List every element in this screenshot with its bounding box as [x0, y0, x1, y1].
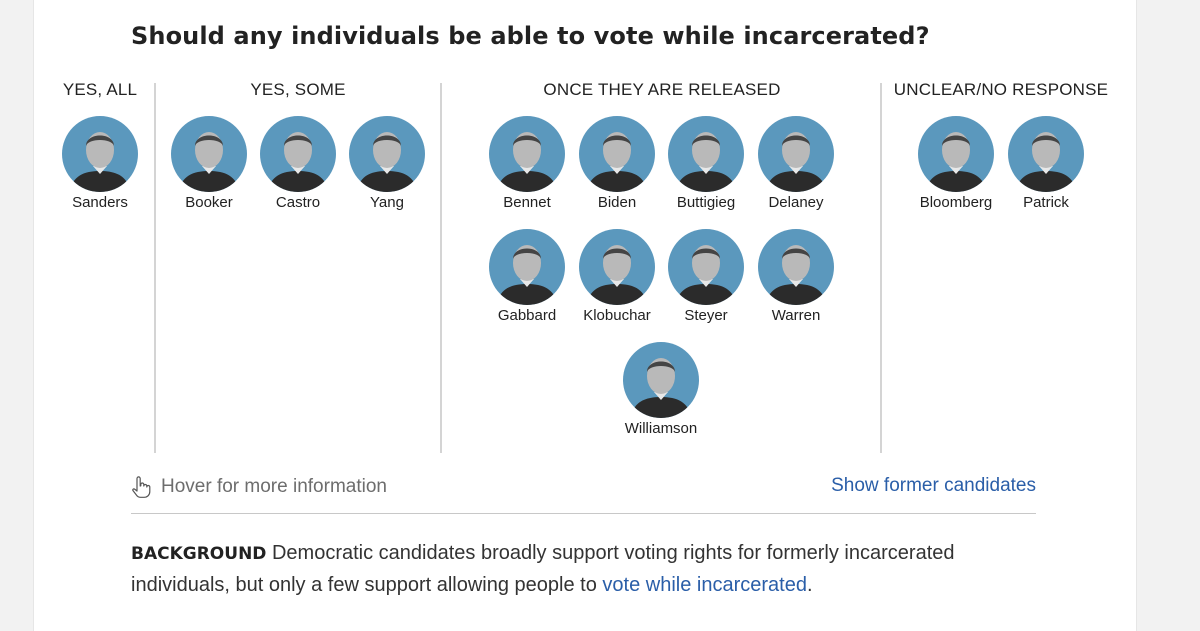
candidate-name: Williamson: [624, 420, 698, 437]
candidate-name: Bennet: [503, 194, 551, 211]
vote-while-incarcerated-link[interactable]: vote while incarcerated: [602, 574, 807, 596]
portrait-silhouette: [497, 132, 557, 192]
candidate-castro[interactable]: Castro: [243, 116, 353, 216]
column-divider: [880, 83, 882, 453]
candidate-photo: [489, 229, 565, 305]
candidate-name: Steyer: [684, 307, 728, 324]
portrait-silhouette: [587, 245, 647, 305]
candidate-delaney[interactable]: Delaney: [741, 116, 851, 216]
candidate-gabbard[interactable]: Gabbard: [472, 229, 582, 329]
portrait-silhouette: [70, 132, 130, 192]
candidate-photo: [623, 342, 699, 418]
show-former-candidates-link[interactable]: Show former candidates: [831, 475, 1036, 496]
portrait-silhouette: [357, 132, 417, 192]
column-heading-once-released: ONCE THEY ARE RELEASED: [543, 80, 781, 99]
portrait-silhouette: [268, 132, 328, 192]
candidate-name: Bloomberg: [919, 194, 993, 211]
portrait-silhouette: [766, 132, 826, 192]
column-heading-yes-all: YES, ALL: [62, 80, 138, 99]
column-divider: [154, 83, 156, 453]
background-text: Democratic candidates broadly support vo…: [131, 542, 955, 596]
candidate-photo: [1008, 116, 1084, 192]
portrait-silhouette: [676, 245, 736, 305]
candidate-photo: [260, 116, 336, 192]
candidate-photo: [758, 229, 834, 305]
portrait-silhouette: [676, 132, 736, 192]
candidate-name: Gabbard: [497, 307, 557, 324]
candidate-bennet[interactable]: Bennet: [472, 116, 582, 216]
candidate-name: Patrick: [1023, 194, 1069, 211]
candidate-bloomberg[interactable]: Bloomberg: [901, 116, 1011, 216]
candidate-sanders[interactable]: Sanders: [45, 116, 155, 216]
background-text-end: .: [806, 574, 813, 596]
candidate-photo: [668, 229, 744, 305]
candidate-name: Klobuchar: [583, 307, 651, 324]
background-label: BACKGROUND: [131, 544, 267, 564]
candidate-name: Warren: [771, 307, 821, 324]
candidate-klobuchar[interactable]: Klobuchar: [562, 229, 672, 329]
column-heading-yes-some: YES, SOME: [250, 80, 346, 99]
divider-rule: [131, 513, 1036, 514]
candidate-name: Delaney: [768, 194, 824, 211]
portrait-silhouette: [926, 132, 986, 192]
portrait-silhouette: [179, 132, 239, 192]
candidate-photo: [668, 116, 744, 192]
candidate-name: Biden: [597, 194, 637, 211]
candidate-photo: [758, 116, 834, 192]
candidate-photo: [579, 116, 655, 192]
portrait-silhouette: [587, 132, 647, 192]
candidate-name: Sanders: [72, 194, 128, 211]
candidate-williamson[interactable]: Williamson: [606, 342, 716, 442]
candidate-photo: [579, 229, 655, 305]
candidate-steyer[interactable]: Steyer: [651, 229, 761, 329]
candidate-patrick[interactable]: Patrick: [991, 116, 1101, 216]
page-title: Should any individuals be able to vote w…: [131, 22, 930, 50]
candidate-name: Castro: [275, 194, 321, 211]
portrait-silhouette: [766, 245, 826, 305]
hover-hint: Hover for more information: [131, 474, 387, 500]
candidate-name: Yang: [370, 194, 404, 211]
pointer-hand-icon: [132, 476, 151, 498]
content-card: [33, 0, 1137, 631]
hover-hint-text: Hover for more information: [161, 476, 387, 497]
candidate-name: Booker: [185, 194, 233, 211]
candidate-booker[interactable]: Booker: [154, 116, 264, 216]
portrait-silhouette: [497, 245, 557, 305]
candidate-photo: [489, 116, 565, 192]
column-heading-unclear: UNCLEAR/NO RESPONSE: [893, 80, 1109, 99]
portrait-silhouette: [1016, 132, 1076, 192]
candidate-yang[interactable]: Yang: [332, 116, 442, 216]
candidate-photo: [918, 116, 994, 192]
column-divider: [440, 83, 442, 453]
candidate-warren[interactable]: Warren: [741, 229, 851, 329]
candidate-name: Buttigieg: [676, 194, 736, 211]
candidate-photo: [171, 116, 247, 192]
candidate-biden[interactable]: Biden: [562, 116, 672, 216]
candidate-photo: [62, 116, 138, 192]
background-paragraph: BACKGROUND Democratic candidates broadly…: [131, 538, 1001, 601]
candidate-buttigieg[interactable]: Buttigieg: [651, 116, 761, 216]
portrait-silhouette: [631, 358, 691, 418]
candidate-photo: [349, 116, 425, 192]
